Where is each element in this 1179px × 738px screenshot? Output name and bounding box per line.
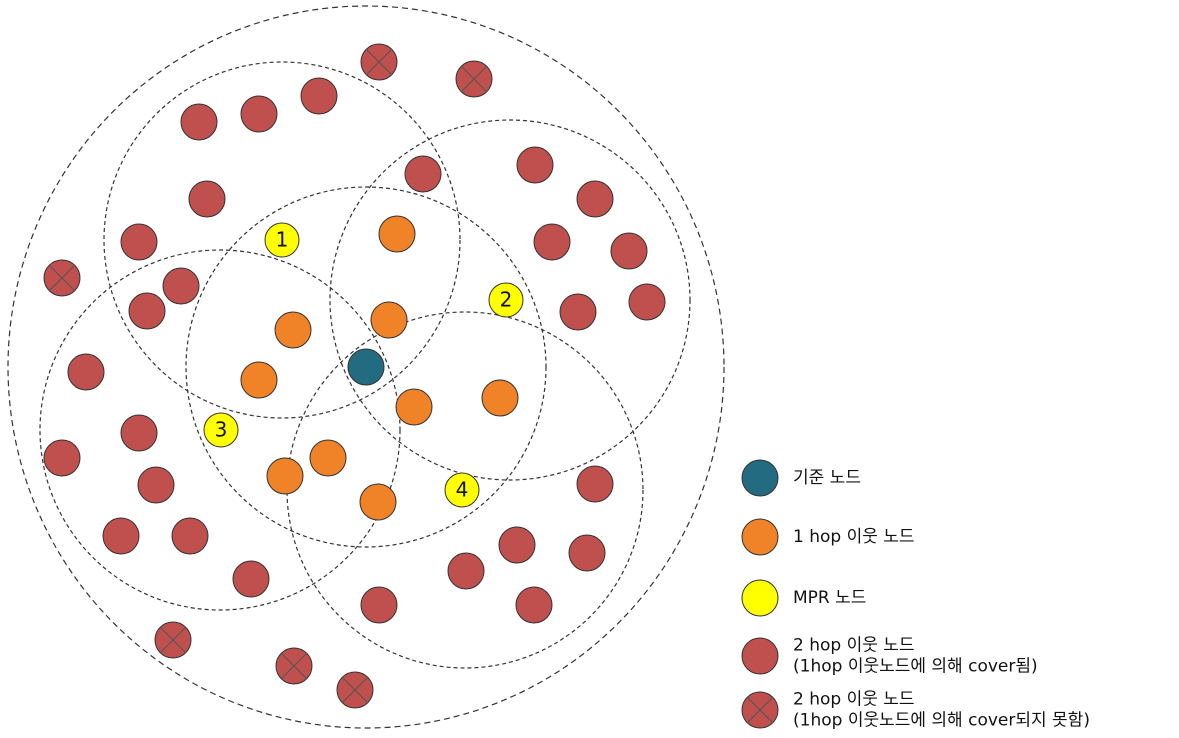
mpr-node — [203, 412, 239, 448]
nodes: 1 2 3 4 — [43, 43, 666, 709]
two-hop-node — [300, 77, 338, 115]
mpr-node — [264, 222, 300, 258]
cross — [341, 676, 369, 704]
two-hop-node — [128, 292, 166, 330]
mpr-node — [444, 472, 480, 508]
legend-label: (1hop 이웃노드에 의해 cover되지 못함) — [793, 711, 1090, 731]
two-hop-node — [43, 439, 81, 477]
two-hop-node — [67, 353, 105, 391]
cross — [746, 696, 774, 724]
range-circle — [39, 249, 401, 611]
range-circle — [103, 61, 461, 419]
two-hop-node — [576, 465, 614, 503]
two-hop-node — [610, 232, 648, 270]
two-hop-node — [360, 586, 398, 624]
one-hop-node — [240, 361, 278, 399]
two-hop-node — [120, 414, 158, 452]
two-hop-node — [188, 180, 226, 218]
two-hop-node — [232, 560, 270, 598]
two-hop-node — [102, 517, 140, 555]
legend-label: (1hop 이웃노드에 의해 cover됨) — [793, 657, 1038, 677]
two-hop-node — [447, 552, 485, 590]
legend-label: 1 hop 이웃 노드 — [793, 527, 915, 547]
range-circle — [286, 311, 644, 669]
one-hop-node — [395, 388, 433, 426]
legend-label: MPR 노드 — [793, 588, 866, 608]
legend-swatch — [741, 459, 779, 497]
cross — [460, 65, 488, 93]
two-hop-node — [137, 466, 175, 504]
base-node — [347, 348, 385, 386]
mpr-label: 2 — [500, 288, 513, 312]
mpr-label: 3 — [215, 418, 228, 442]
one-hop-node — [274, 311, 312, 349]
two-hop-node — [162, 267, 200, 305]
two-hop-node — [576, 180, 614, 218]
mpr-label: 4 — [456, 478, 469, 502]
two-hop-node — [180, 103, 218, 141]
two-hop-node — [404, 155, 442, 193]
legend-swatch — [741, 518, 779, 556]
range-circle — [329, 119, 691, 481]
cross — [159, 626, 187, 654]
mpr-node — [488, 282, 524, 318]
legend-swatch — [741, 637, 779, 675]
two-hop-node — [515, 586, 553, 624]
two-hop-node — [120, 223, 158, 261]
range-circle — [185, 186, 547, 548]
legend-label: 2 hop 이웃 노드 — [793, 690, 915, 710]
two-hop-node — [498, 526, 536, 564]
legend-label: 기준 노드 — [793, 468, 861, 488]
cross — [48, 264, 76, 292]
two-hop-node — [628, 283, 666, 321]
two-hop-node — [171, 517, 209, 555]
one-hop-node — [359, 483, 397, 521]
cross — [280, 652, 308, 680]
cross — [365, 48, 393, 76]
two-hop-node — [568, 534, 606, 572]
two-hop-node — [240, 95, 278, 133]
two-hop-node — [559, 293, 597, 331]
mpr-label: 1 — [276, 228, 289, 252]
one-hop-node — [309, 439, 347, 477]
two-hop-node — [516, 146, 554, 184]
legend-label: 2 hop 이웃 노드 — [793, 636, 915, 656]
one-hop-node — [378, 215, 416, 253]
outer-range — [7, 5, 725, 729]
one-hop-node — [481, 379, 519, 417]
one-hop-node — [370, 301, 408, 339]
one-hop-node — [266, 457, 304, 495]
two-hop-node — [533, 223, 571, 261]
legend-swatch — [741, 579, 779, 617]
